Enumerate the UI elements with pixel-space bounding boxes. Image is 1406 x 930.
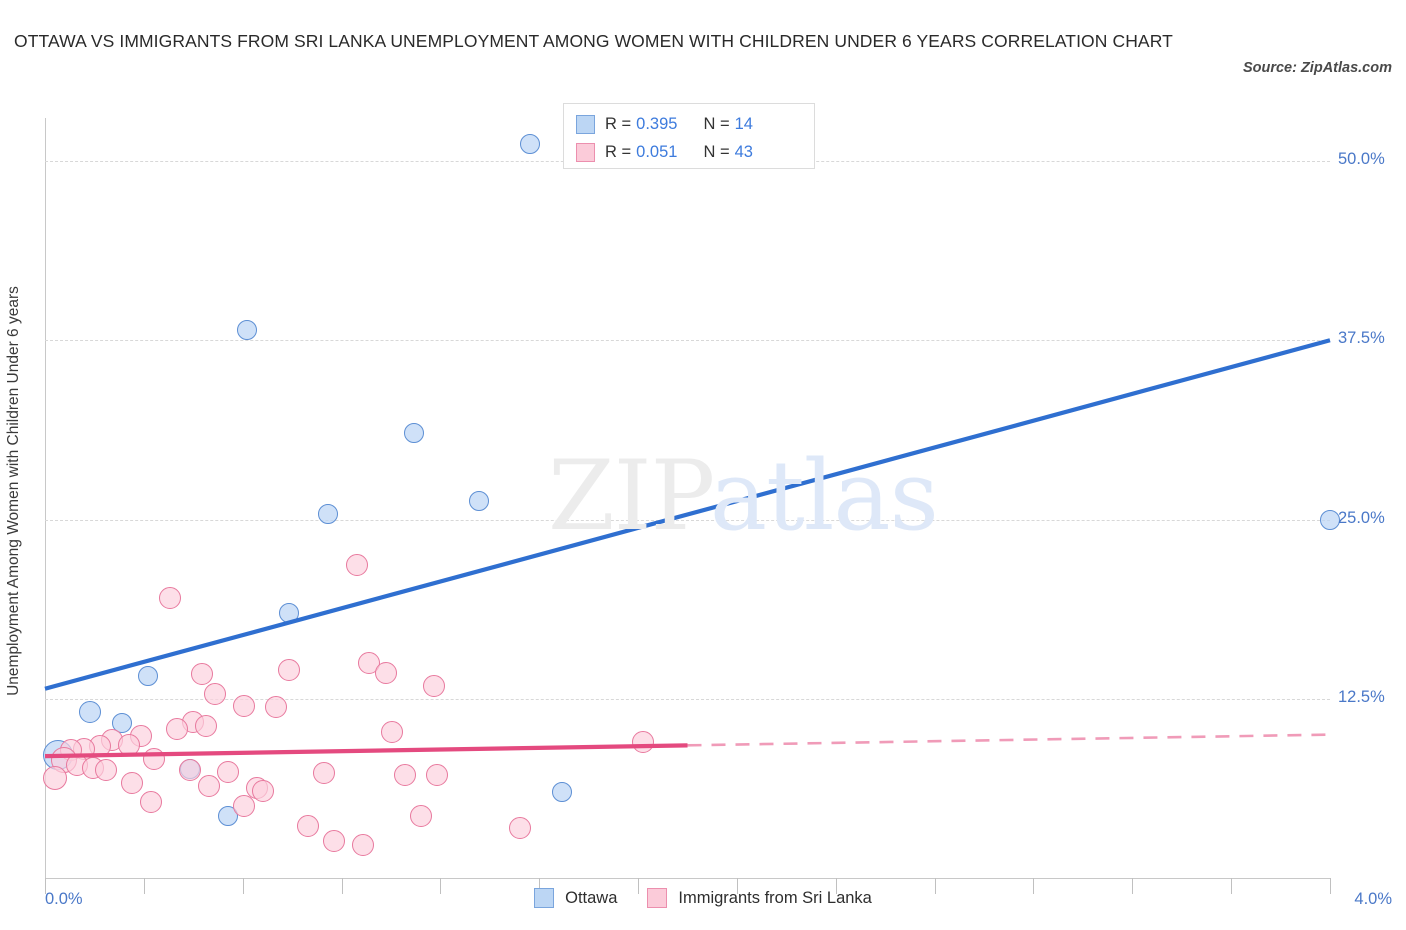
data-point-sri-lanka[interactable]	[374, 661, 397, 684]
x-axis-tick	[1231, 878, 1233, 894]
data-point-sri-lanka[interactable]	[120, 772, 143, 795]
data-point-ottawa[interactable]	[237, 320, 258, 341]
x-axis-max-label: 4.0%	[1354, 890, 1392, 908]
y-axis-title: Unemployment Among Women with Children U…	[5, 286, 22, 696]
x-axis-tick	[341, 878, 343, 894]
gridline-12.5%	[45, 698, 1330, 700]
x-axis-tick	[638, 878, 640, 894]
stats-n-value-sri-lanka: 43	[734, 142, 753, 161]
data-point-sri-lanka[interactable]	[380, 720, 403, 743]
data-point-sri-lanka[interactable]	[117, 733, 140, 756]
stats-r-value-ottawa: 0.395	[636, 114, 678, 133]
x-axis-tick	[934, 878, 936, 894]
series-legend: Ottawa Immigrants from Sri Lanka	[0, 888, 1406, 908]
legend-swatch-ottawa	[534, 888, 555, 908]
data-point-sri-lanka[interactable]	[204, 683, 227, 706]
correlation-stats-box: R = 0.395 N = 14 R = 0.051 N = 43	[563, 103, 815, 169]
gridline-25.0%	[45, 519, 1330, 521]
x-axis-tick	[1330, 878, 1331, 894]
y-tick-label-12.5%: 12.5%	[1338, 687, 1385, 706]
x-axis-tick	[835, 878, 837, 894]
data-point-sri-lanka[interactable]	[393, 763, 416, 786]
data-point-sri-lanka[interactable]	[197, 775, 220, 798]
legend-label-ottawa: Ottawa	[565, 888, 618, 907]
x-axis-tick	[242, 878, 244, 894]
legend-label-sri-lanka: Immigrants from Sri Lanka	[678, 888, 872, 907]
source-label: Source: ZipAtlas.com	[1242, 60, 1392, 76]
x-axis-tick	[45, 878, 46, 894]
data-point-sri-lanka[interactable]	[313, 762, 336, 785]
data-point-sri-lanka[interactable]	[233, 694, 256, 717]
x-axis-min-label: 0.0%	[45, 890, 83, 908]
x-axis-tick	[736, 878, 738, 894]
data-point-sri-lanka[interactable]	[191, 663, 214, 686]
page-title: OTTAWA VS IMMIGRANTS FROM SRI LANKA UNEM…	[14, 31, 1173, 51]
data-point-sri-lanka[interactable]	[631, 730, 654, 753]
data-point-sri-lanka[interactable]	[95, 759, 118, 782]
data-point-ottawa[interactable]	[78, 700, 101, 723]
data-point-sri-lanka[interactable]	[297, 815, 320, 838]
data-point-sri-lanka[interactable]	[509, 816, 532, 839]
y-tick-label-50.0%: 50.0%	[1338, 150, 1385, 169]
data-point-sri-lanka[interactable]	[143, 747, 166, 770]
x-axis-tick	[539, 878, 541, 894]
stats-r-value-sri-lanka: 0.051	[636, 142, 678, 161]
y-tick-label-25.0%: 25.0%	[1338, 508, 1385, 527]
x-axis-tick	[440, 878, 442, 894]
legend-swatch-sri-lanka	[647, 888, 668, 908]
x-axis-tick	[1033, 878, 1035, 894]
stats-swatch-ottawa	[576, 114, 595, 134]
data-point-sri-lanka[interactable]	[425, 763, 448, 786]
data-point-ottawa[interactable]	[112, 713, 133, 734]
legend-item-sri-lanka[interactable]: Immigrants from Sri Lanka	[647, 888, 872, 908]
stats-r-label-ottawa: R =	[605, 114, 632, 133]
data-point-ottawa[interactable]	[468, 490, 489, 511]
data-point-sri-lanka[interactable]	[265, 696, 288, 719]
y-tick-label-37.5%: 37.5%	[1338, 329, 1385, 348]
data-point-ottawa[interactable]	[1320, 509, 1340, 530]
stats-r-label-sri-lanka: R =	[605, 142, 632, 161]
data-point-sri-lanka[interactable]	[422, 674, 445, 697]
data-point-ottawa[interactable]	[137, 665, 158, 686]
data-point-ottawa[interactable]	[404, 423, 425, 444]
data-point-ottawa[interactable]	[218, 806, 239, 827]
data-point-sri-lanka[interactable]	[352, 834, 375, 857]
data-point-sri-lanka[interactable]	[178, 759, 201, 782]
data-point-ottawa[interactable]	[317, 503, 338, 524]
data-point-sri-lanka[interactable]	[194, 715, 217, 737]
stats-n-label-ottawa: N =	[703, 114, 730, 133]
data-point-ottawa[interactable]	[552, 781, 573, 802]
data-point-sri-lanka[interactable]	[252, 779, 275, 802]
x-axis-tick	[143, 878, 145, 894]
x-axis-tick	[1132, 878, 1134, 894]
data-point-sri-lanka[interactable]	[345, 554, 368, 577]
data-point-ottawa[interactable]	[520, 133, 541, 154]
data-point-ottawa[interactable]	[279, 602, 300, 623]
stats-n-value-ottawa: 14	[734, 114, 753, 133]
data-point-sri-lanka[interactable]	[42, 765, 67, 790]
data-point-sri-lanka[interactable]	[217, 760, 240, 783]
data-point-sri-lanka[interactable]	[323, 829, 346, 852]
data-point-sri-lanka[interactable]	[140, 791, 162, 813]
stats-swatch-sri-lanka	[576, 142, 595, 162]
data-point-sri-lanka[interactable]	[409, 805, 432, 828]
stats-n-label-sri-lanka: N =	[703, 142, 730, 161]
legend-item-ottawa[interactable]: Ottawa	[534, 888, 617, 908]
x-axis-line	[45, 878, 1330, 879]
data-point-sri-lanka[interactable]	[165, 717, 188, 740]
data-point-sri-lanka[interactable]	[233, 795, 256, 818]
gridline-37.5%	[45, 340, 1330, 342]
data-point-sri-lanka[interactable]	[278, 659, 301, 682]
stats-row-ottawa: R = 0.395 N = 14	[576, 110, 804, 138]
plot-area	[42, 118, 1340, 878]
stats-row-sri-lanka: R = 0.051 N = 43	[576, 138, 804, 166]
data-point-sri-lanka[interactable]	[159, 587, 182, 610]
